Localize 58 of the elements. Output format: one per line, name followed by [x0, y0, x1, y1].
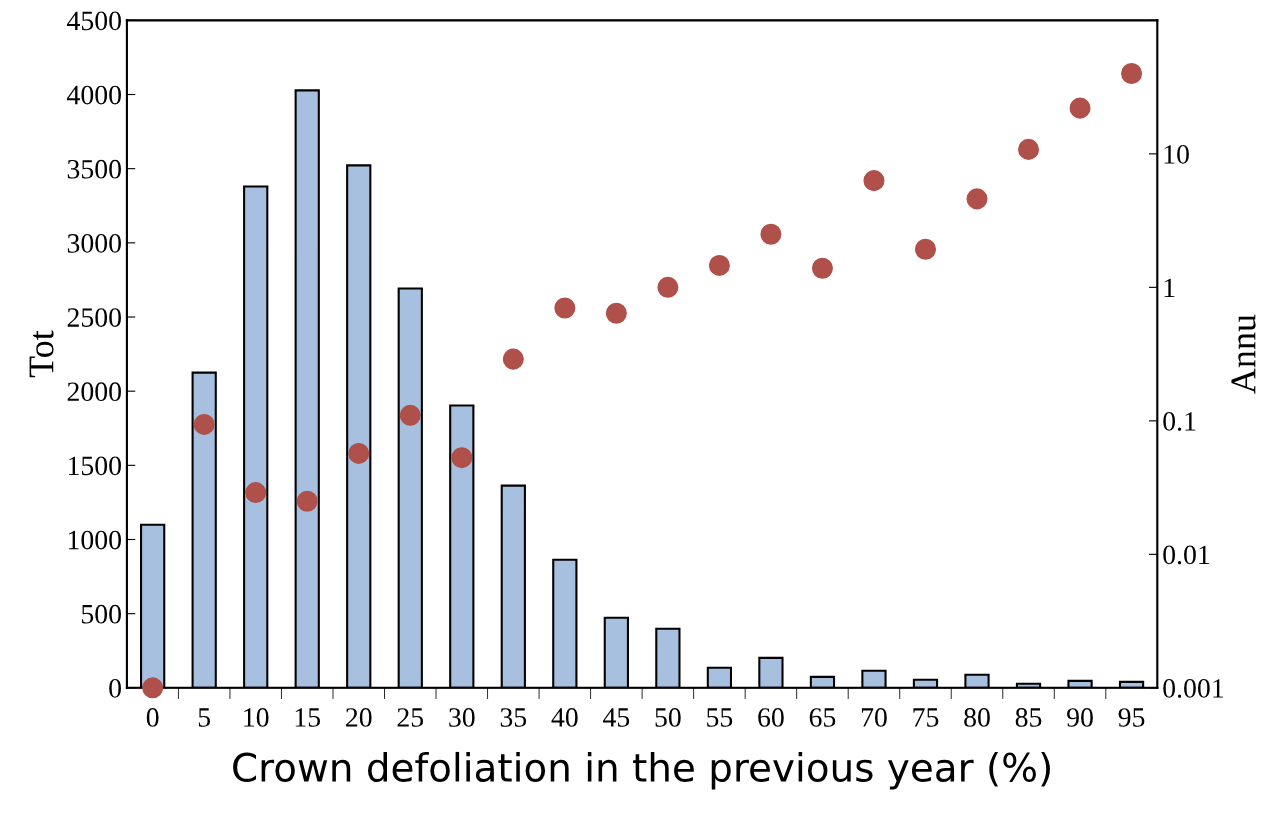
- x-tick-label: 30: [449, 708, 475, 727]
- y-tick-label: 2000: [67, 382, 121, 402]
- y-tick-label: 3000: [67, 234, 121, 253]
- point: [451, 447, 473, 469]
- point: [863, 170, 885, 192]
- x-tick-label: 40: [551, 708, 578, 727]
- x-tick-label: 10: [244, 708, 269, 727]
- x-tick-label: 85: [1015, 708, 1042, 727]
- point: [708, 254, 730, 276]
- y-tick-label: 1000: [68, 530, 121, 550]
- point: [1069, 97, 1091, 119]
- x-tick-label: 45: [603, 708, 630, 727]
- y2-tick-label: 0.001: [1163, 679, 1224, 698]
- y-tick-label: 500: [81, 604, 121, 624]
- x-tick-label: 15: [295, 708, 321, 727]
- x-tick-label: 90: [1067, 708, 1093, 727]
- point: [245, 482, 267, 504]
- y2-tick-label: 0.01: [1163, 545, 1210, 565]
- x-tick-label: 65: [809, 708, 836, 727]
- y2-axis-title: Annu: [1231, 314, 1256, 394]
- y-tick-label: 1500: [68, 456, 121, 476]
- x-tick-label: 60: [758, 708, 784, 727]
- x-tick-label: 5: [198, 708, 211, 727]
- x-tick-label: 55: [707, 708, 733, 727]
- x-tick-label: 20: [346, 708, 372, 727]
- y-axis-title: Tot: [29, 330, 54, 378]
- point: [1121, 62, 1143, 84]
- x-axis-title: Crown defoliation in the previous year (%): [233, 751, 1050, 790]
- point: [554, 297, 576, 319]
- point: [1018, 138, 1040, 160]
- x-tick-label: 95: [1118, 708, 1145, 727]
- point: [966, 188, 988, 210]
- x-tick-label: 0: [146, 708, 159, 727]
- point: [296, 490, 318, 512]
- y-tick-label: 0: [109, 679, 121, 698]
- y2-tick-label: 10: [1164, 145, 1189, 164]
- y-tick-label: 4000: [67, 85, 121, 105]
- point: [142, 677, 164, 699]
- y2-tick-label: 0.1: [1163, 412, 1196, 431]
- x-tick-label: 75: [913, 708, 939, 727]
- point: [811, 257, 833, 279]
- point: [502, 348, 524, 370]
- y2-tick-label: 1: [1164, 278, 1175, 297]
- x-tick-label: 70: [861, 708, 887, 727]
- point: [657, 276, 679, 298]
- point: [348, 442, 370, 464]
- x-tick-label: 25: [397, 708, 424, 727]
- point: [914, 238, 936, 260]
- y-tick-label: 2500: [67, 308, 121, 327]
- x-tick-label: 80: [964, 708, 990, 727]
- y-tick-label: 3500: [67, 159, 121, 179]
- y-tick-label: 4500: [67, 11, 121, 31]
- point: [760, 223, 782, 245]
- point: [193, 413, 215, 435]
- x-tick-label: 35: [500, 708, 527, 727]
- point: [605, 302, 627, 324]
- point: [399, 404, 421, 426]
- x-tick-label: 50: [655, 708, 681, 727]
